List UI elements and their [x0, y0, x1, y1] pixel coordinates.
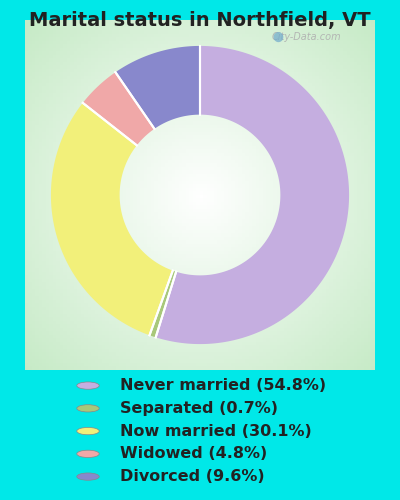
Polygon shape	[83, 72, 154, 146]
Polygon shape	[51, 103, 173, 336]
Text: Marital status in Northfield, VT: Marital status in Northfield, VT	[29, 11, 371, 30]
Text: Separated (0.7%): Separated (0.7%)	[120, 401, 278, 416]
Polygon shape	[156, 46, 349, 344]
Circle shape	[77, 450, 99, 458]
Circle shape	[77, 428, 99, 434]
Circle shape	[77, 382, 99, 389]
Text: Now married (30.1%): Now married (30.1%)	[120, 424, 312, 438]
Circle shape	[77, 404, 99, 412]
Text: City-Data.com: City-Data.com	[272, 32, 341, 42]
Polygon shape	[116, 46, 200, 129]
Text: ⬤: ⬤	[272, 32, 283, 42]
Polygon shape	[150, 270, 176, 338]
Text: Never married (54.8%): Never married (54.8%)	[120, 378, 326, 393]
Text: Widowed (4.8%): Widowed (4.8%)	[120, 446, 267, 462]
Circle shape	[77, 473, 99, 480]
Text: Divorced (9.6%): Divorced (9.6%)	[120, 469, 265, 484]
